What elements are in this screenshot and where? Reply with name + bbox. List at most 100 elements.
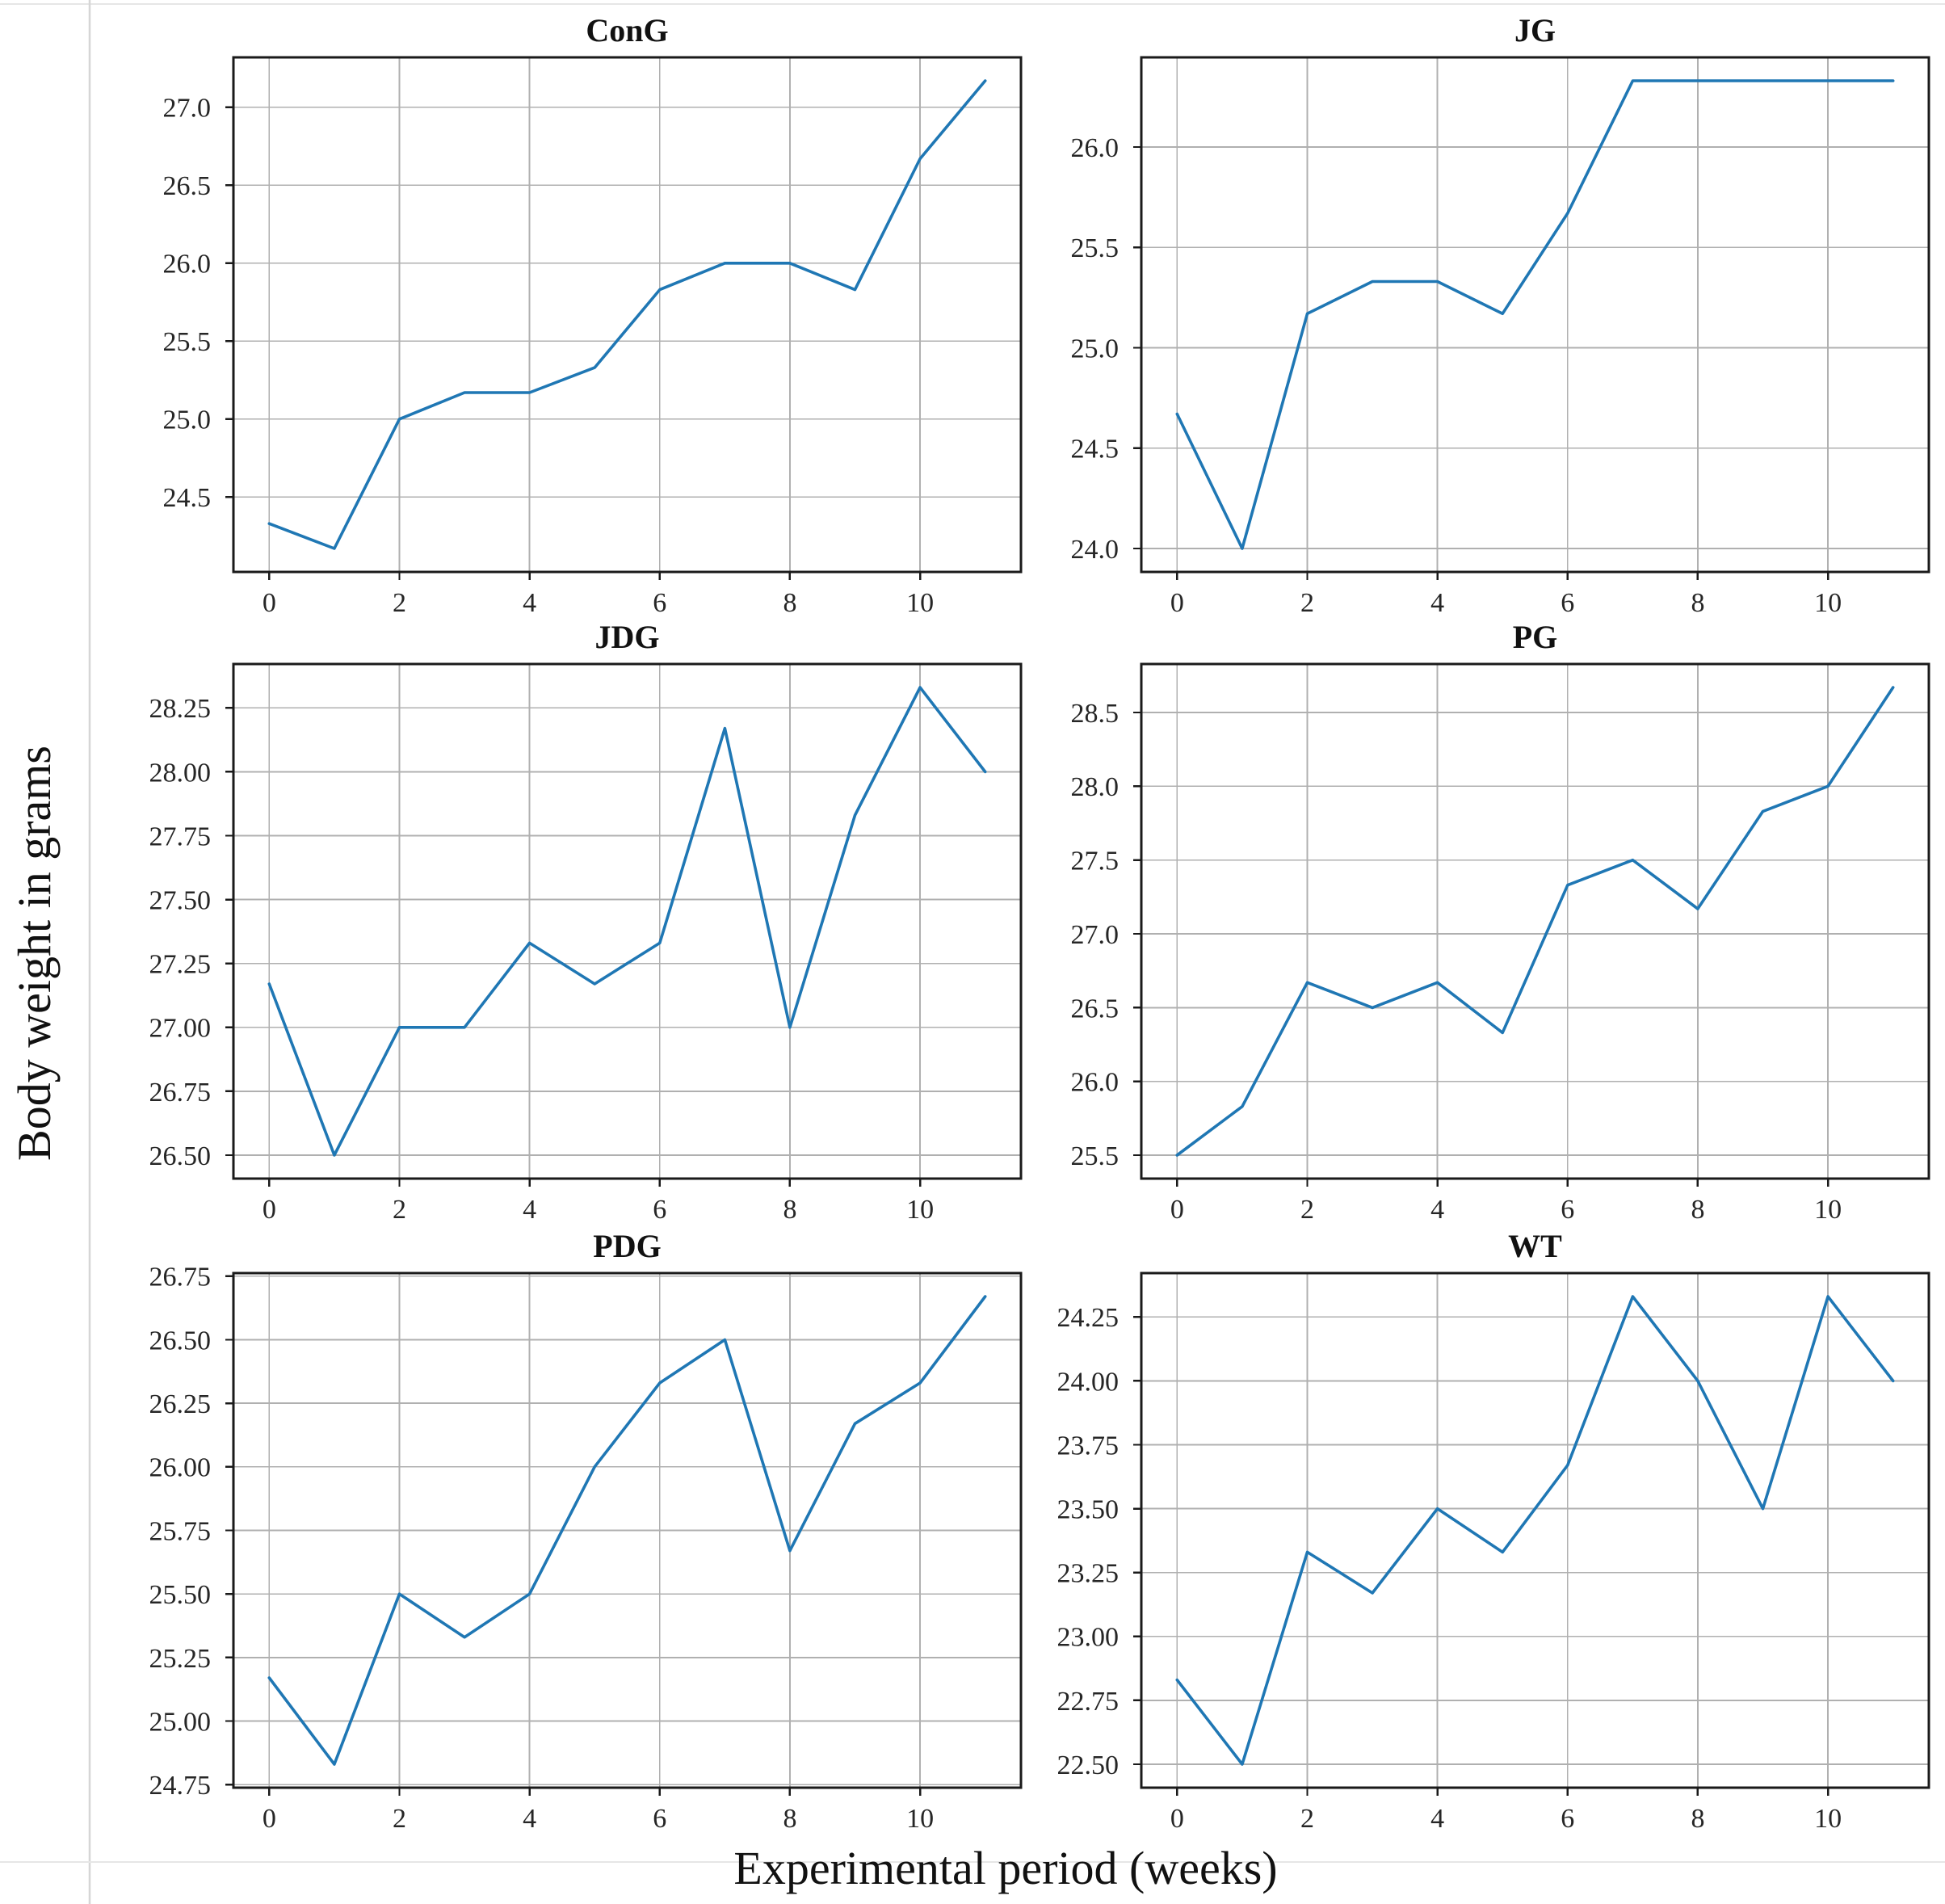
- x-tick-label: 0: [1170, 1195, 1184, 1225]
- x-tick-label: 4: [1430, 588, 1444, 618]
- x-tick-label: 2: [393, 1804, 406, 1834]
- x-tick-label: 4: [523, 1804, 536, 1834]
- tick-labels: 0 2 4 6 8 10 22.50 22.75 23.00 23.25 23.50 23.75 24.…: [1057, 1303, 1842, 1834]
- y-tick-label: 27.75: [149, 822, 212, 851]
- y-tick-label: 25.5: [163, 327, 212, 357]
- x-tick-label: 2: [393, 1195, 406, 1225]
- y-tick-label: 22.75: [1057, 1687, 1120, 1717]
- y-tick-label: 28.0: [1071, 772, 1120, 802]
- y-tick-label: 25.50: [149, 1580, 212, 1610]
- y-tick-label: 26.75: [149, 1078, 212, 1108]
- x-tick-label: 10: [1814, 1195, 1842, 1225]
- grid: [233, 57, 1021, 572]
- x-tick-label: 10: [906, 588, 934, 618]
- x-tick-label: 4: [523, 1195, 536, 1225]
- y-tick-label: 28.5: [1071, 699, 1120, 729]
- plot-background: [233, 664, 1021, 1179]
- y-tick-label: 27.5: [1071, 847, 1120, 876]
- x-tick-label: 0: [263, 1195, 276, 1225]
- chart-jg: 0 2 4 6 8 10 24.0 24.5 25.0 25.5 26.0 JG: [1071, 12, 1930, 618]
- y-tick-label: 24.75: [149, 1771, 212, 1801]
- y-tick-label: 24.00: [1057, 1367, 1120, 1397]
- tick-labels: 0 2 4 6 8 10 25.5 26.0 26.5 27.0 27.5 28.0 28.5: [1071, 699, 1842, 1225]
- chart-pdg: 0 2 4 6 8 10 24.75 25.00 25.25 25.50 25.75 26.00 26.…: [149, 1228, 1023, 1835]
- x-tick-label: 0: [263, 588, 276, 618]
- tick-labels: 0 2 4 6 8 10 24.0 24.5 25.0 25.5 26.0: [1071, 133, 1842, 618]
- x-tick-label: 8: [1691, 1804, 1704, 1834]
- x-tick-label: 0: [263, 1804, 276, 1834]
- grid: [233, 1273, 1021, 1788]
- grid: [1141, 664, 1929, 1179]
- tick-marks: [225, 106, 922, 580]
- y-tick-label: 24.5: [163, 483, 212, 513]
- tick-labels: 0 2 4 6 8 10 24.75 25.00 25.25 25.50 25.75 26.00 26.…: [149, 1263, 935, 1835]
- charts-grid: 0 2 4 6 8 10 24.5 25.0 25.5 26.0 26.5 27.0 ConG 0 2 4 6 8…: [149, 12, 1930, 1834]
- y-tick-label: 28.00: [149, 758, 212, 788]
- y-tick-label: 26.50: [149, 1326, 212, 1355]
- y-tick-label: 26.0: [163, 250, 212, 280]
- tick-labels: 0 2 4 6 8 10 24.5 25.0 25.5 26.0 26.5 27.0: [163, 94, 935, 619]
- y-tick-label: 23.00: [1057, 1623, 1120, 1653]
- x-tick-label: 0: [1170, 588, 1184, 618]
- plot-background: [1141, 1273, 1929, 1788]
- chart-title: WT: [1508, 1228, 1562, 1264]
- x-tick-label: 2: [393, 588, 406, 618]
- y-tick-label: 25.25: [149, 1644, 212, 1674]
- plot-background: [1141, 664, 1929, 1179]
- y-tick-label: 24.0: [1071, 535, 1120, 565]
- data-line: [1175, 79, 1895, 550]
- data-line: [267, 79, 987, 550]
- plot-frame: [1140, 1271, 1930, 1789]
- chart-title: ConG: [586, 12, 668, 48]
- x-tick-label: 8: [783, 1195, 796, 1225]
- tick-labels: 0 2 4 6 8 10 26.50 26.75 27.00 27.25 27.50 27.75 28.…: [149, 694, 935, 1225]
- y-tick-label: 27.0: [163, 94, 212, 124]
- y-tick-label: 26.0: [1071, 133, 1120, 163]
- data-line: [267, 1295, 987, 1766]
- y-tick-label: 27.00: [149, 1014, 212, 1044]
- tick-marks: [225, 1275, 922, 1796]
- chart-title: JDG: [595, 619, 660, 655]
- x-tick-label: 2: [1300, 1804, 1314, 1834]
- y-tick-label: 25.5: [1071, 233, 1120, 263]
- tick-marks: [1133, 711, 1829, 1187]
- y-tick-label: 27.25: [149, 950, 212, 980]
- x-tick-label: 2: [1300, 1195, 1314, 1225]
- chart-title: PG: [1513, 619, 1558, 655]
- x-tick-label: 4: [1430, 1195, 1444, 1225]
- y-tick-label: 22.50: [1057, 1751, 1120, 1780]
- chart-pg: 0 2 4 6 8 10 25.5 26.0 26.5 27.0 27.5 28.0 28.5 PG: [1071, 619, 1930, 1225]
- y-tick-label: 26.5: [1071, 994, 1120, 1023]
- data-line: [1175, 686, 1895, 1157]
- x-axis-label: Experimental period (weeks): [733, 1842, 1277, 1894]
- x-tick-label: 8: [1691, 588, 1704, 618]
- y-tick-label: 26.0: [1071, 1068, 1120, 1098]
- grid: [233, 664, 1021, 1179]
- y-tick-label: 28.25: [149, 694, 212, 724]
- x-tick-label: 10: [906, 1804, 934, 1834]
- x-tick-label: 4: [1430, 1804, 1444, 1834]
- y-tick-label: 23.75: [1057, 1431, 1120, 1461]
- data-line: [267, 686, 987, 1157]
- y-tick-label: 24.25: [1057, 1303, 1120, 1333]
- y-tick-label: 27.0: [1071, 920, 1120, 950]
- x-tick-label: 6: [1561, 588, 1574, 618]
- y-tick-label: 26.5: [163, 171, 212, 201]
- data-line: [1175, 1295, 1895, 1766]
- chart-jdg: 0 2 4 6 8 10 26.50 26.75 27.00 27.25 27.50 27.75 28.…: [149, 619, 1023, 1225]
- plot-frame: [232, 56, 1023, 574]
- x-tick-label: 10: [1814, 1804, 1842, 1834]
- y-tick-label: 27.50: [149, 886, 212, 916]
- y-tick-label: 25.00: [149, 1707, 212, 1737]
- chart-cong: 0 2 4 6 8 10 24.5 25.0 25.5 26.0 26.5 27.0 ConG: [163, 12, 1023, 619]
- y-tick-label: 23.50: [1057, 1495, 1120, 1525]
- chart-title: PDG: [593, 1228, 661, 1264]
- y-tick-label: 25.0: [163, 406, 212, 435]
- tick-marks: [1133, 145, 1829, 580]
- y-tick-label: 24.5: [1071, 435, 1120, 464]
- x-tick-label: 6: [653, 588, 666, 618]
- x-tick-label: 8: [783, 588, 796, 618]
- x-tick-label: 10: [906, 1195, 934, 1225]
- y-tick-label: 25.75: [149, 1516, 212, 1546]
